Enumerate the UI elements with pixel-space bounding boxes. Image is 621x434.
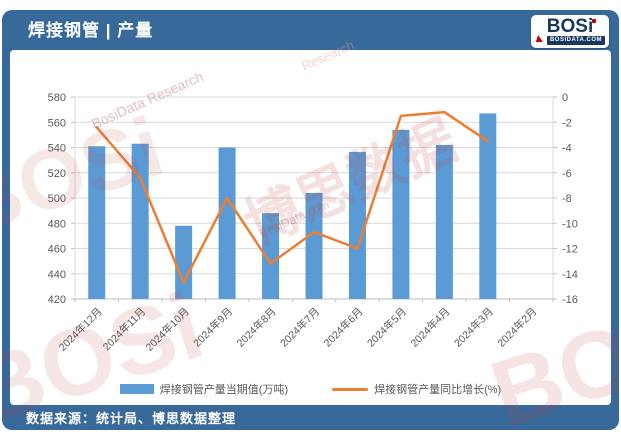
left-axis-label: 440 (48, 269, 66, 281)
logo-red-triangle-icon (535, 35, 546, 42)
bar (88, 146, 106, 299)
x-axis-label: 2024年9月 (191, 305, 236, 350)
right-axis-label: -2 (562, 117, 572, 129)
legend-label-bars: 焊接钢管产量当期值(万吨) (159, 384, 289, 396)
left-axis-label: 480 (48, 218, 66, 230)
line-series (95, 110, 490, 284)
right-axis-label: -10 (562, 218, 578, 230)
x-axis-label: 2024年11月 (100, 305, 148, 353)
page-title: 焊接钢管 | 产量 (28, 21, 154, 40)
line-swatch-icon (332, 387, 369, 391)
x-axis-label: 2024年7月 (277, 305, 322, 350)
combo-chart: 580 560 540 520 500 480 460 440 420 0 -2 -4 -6 -8 -10 -… (48, 92, 578, 354)
left-axis-label: 460 (48, 244, 66, 256)
right-axis-label: -4 (562, 143, 572, 155)
bosi-logo: BOSi BOSIDATA.COM (531, 15, 609, 48)
left-axis-label: 520 (48, 168, 66, 180)
x-axis-label: 2024年12月 (56, 305, 105, 354)
logo-text: BOSi (546, 16, 594, 37)
chart-legend: 焊接钢管产量当期值(万吨) 焊接钢管产量同比增长(%) (10, 381, 611, 397)
header: 焊接钢管 | 产量 BOSi BOSIDATA.COM (2, 10, 619, 50)
bar (175, 225, 193, 299)
right-axis-label: -8 (562, 193, 572, 205)
legend-item-line: 焊接钢管产量同比增长(%) (332, 381, 501, 397)
left-axis-label: 560 (48, 117, 66, 129)
bar (218, 147, 236, 299)
legend-item-bars: 焊接钢管产量当期值(万吨) (119, 381, 289, 397)
x-axis-label: 2024年3月 (451, 305, 496, 350)
data-source-text: 数据来源：统计局、博思数据整理 (26, 411, 237, 426)
right-axis-label: 0 (562, 92, 568, 104)
right-axis-label: -12 (562, 244, 578, 256)
x-axis-label: 2024年2月 (495, 305, 540, 350)
x-axis-label: 2024年6月 (321, 305, 366, 350)
left-axis-label: 420 (48, 294, 66, 306)
report-card: 焊接钢管 | 产量 BOSi BOSIDATA.COM 580 560 540 520… (2, 10, 619, 430)
bar (348, 151, 366, 299)
bar-swatch-icon (119, 384, 154, 394)
x-axis-label: 2024年4月 (408, 305, 453, 350)
footer: 数据来源：统计局、博思数据整理 (2, 405, 619, 430)
right-axis-label: -6 (562, 168, 572, 180)
right-axis-label: -16 (562, 294, 578, 306)
x-axis-label: 2024年8月 (234, 305, 279, 350)
bar (479, 113, 497, 299)
logo-subtext: BOSIDATA.COM (547, 36, 605, 45)
bar (435, 144, 453, 299)
bar (305, 192, 323, 299)
right-axis-label: -14 (562, 269, 578, 281)
bar (392, 129, 410, 299)
x-axis-label: 2024年10月 (143, 305, 192, 354)
logo-main: BOSi (531, 15, 609, 37)
logo-red-dot-icon (592, 19, 596, 23)
left-axis-label: 500 (48, 193, 66, 205)
bar (262, 213, 280, 299)
left-axis-label: 540 (48, 143, 66, 155)
chart-panel: 580 560 540 520 500 480 460 440 420 0 -2 -4 -6 -8 -10 -… (10, 50, 611, 405)
left-axis-label: 580 (48, 92, 66, 104)
x-axis-label: 2024年5月 (364, 305, 409, 350)
bar (131, 143, 149, 299)
legend-label-line: 焊接钢管产量同比增长(%) (374, 384, 502, 396)
